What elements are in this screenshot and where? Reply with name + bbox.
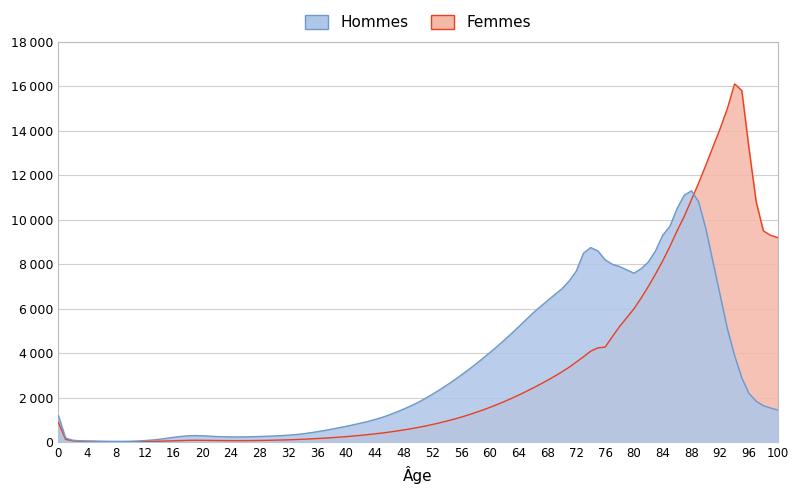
X-axis label: Âge: Âge [403, 466, 433, 484]
Legend: Hommes, Femmes: Hommes, Femmes [299, 9, 537, 37]
